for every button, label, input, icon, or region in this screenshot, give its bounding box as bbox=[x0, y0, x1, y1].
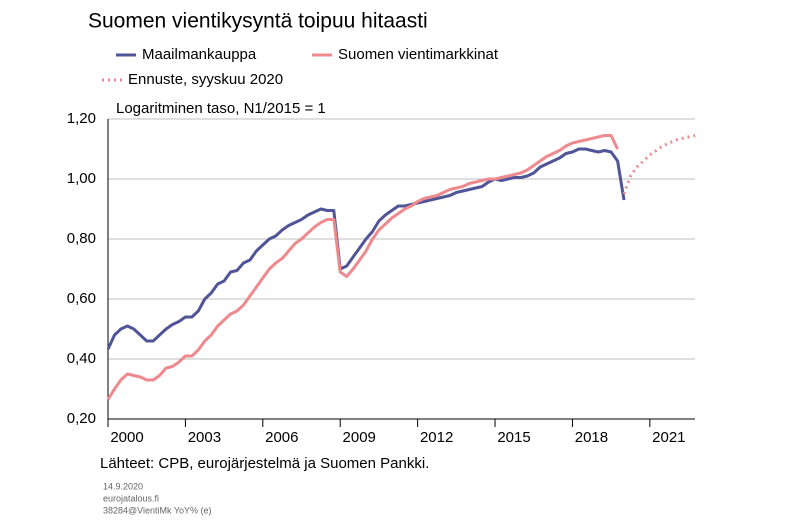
x-tick-label: 2006 bbox=[265, 429, 298, 446]
x-tick-label: 2015 bbox=[497, 429, 530, 446]
x-tick-label: 2021 bbox=[652, 429, 685, 446]
x-tick-label: 2009 bbox=[343, 429, 376, 446]
x-tick-label: 2000 bbox=[110, 429, 143, 446]
subtitle: Logaritminen taso, N1/2015 = 1 bbox=[116, 100, 326, 117]
series-line bbox=[106, 134, 619, 401]
x-tick-label: 2018 bbox=[575, 429, 608, 446]
legend-label: Ennuste, syyskuu 2020 bbox=[128, 71, 283, 88]
note: 14.9.2020 bbox=[103, 481, 143, 491]
y-tick-label: 0,20 bbox=[67, 410, 96, 427]
y-tick-label: 0,80 bbox=[67, 230, 96, 247]
series-line bbox=[622, 134, 696, 195]
y-tick-label: 0,60 bbox=[67, 290, 96, 307]
note: eurojatalous.fi bbox=[103, 493, 159, 503]
y-tick-label: 0,40 bbox=[67, 350, 96, 367]
chart-title: Suomen vientikysyntä toipuu hitaasti bbox=[88, 10, 428, 33]
x-tick-label: 2003 bbox=[188, 429, 221, 446]
y-tick-label: 1,00 bbox=[67, 170, 96, 187]
series-line bbox=[106, 147, 626, 350]
y-tick-label: 1,20 bbox=[67, 110, 96, 127]
note: 38284@VientiMk YoY% (e) bbox=[103, 505, 212, 515]
legend-label: Maailmankauppa bbox=[142, 46, 257, 63]
source: Lähteet: CPB, eurojärjestelmä ja Suomen … bbox=[100, 455, 429, 472]
x-tick-label: 2012 bbox=[420, 429, 453, 446]
legend-label: Suomen vientimarkkinat bbox=[338, 46, 499, 63]
